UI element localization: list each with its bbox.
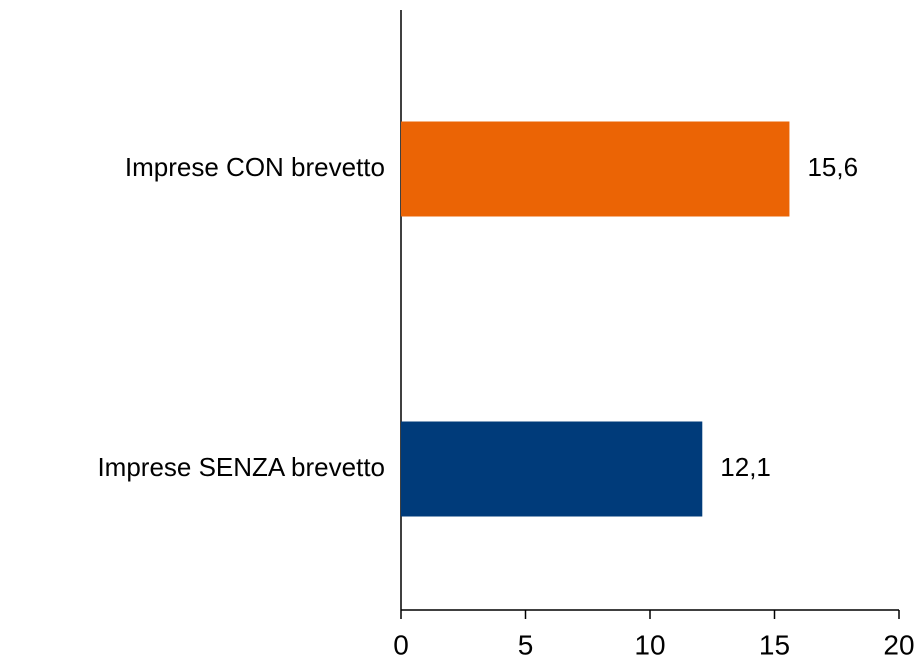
y-tick-label: Imprese CON brevetto <box>125 152 385 182</box>
x-tick-label: 0 <box>393 629 409 660</box>
bar <box>401 121 790 217</box>
value-label: 12,1 <box>720 452 771 482</box>
bar <box>401 421 703 517</box>
x-tick-label: 15 <box>759 629 790 660</box>
x-tick-label: 10 <box>634 629 665 660</box>
value-label: 15,6 <box>807 152 858 182</box>
y-tick-label: Imprese SENZA brevetto <box>97 452 385 482</box>
x-tick-label: 20 <box>883 629 914 660</box>
x-tick-label: 5 <box>518 629 534 660</box>
